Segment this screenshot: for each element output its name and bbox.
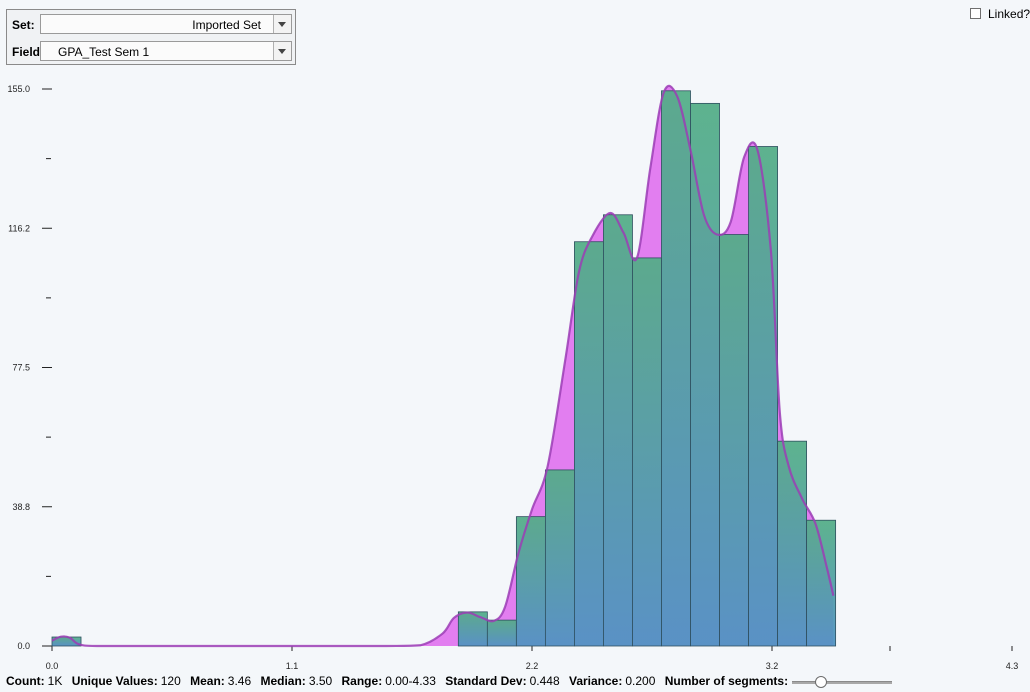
histogram-bar (574, 241, 604, 647)
x-tick-label: 1.1 (286, 661, 299, 671)
set-label: Set: (12, 18, 35, 32)
histogram-bar (603, 214, 633, 647)
chevron-down-icon[interactable] (273, 42, 291, 60)
histogram-bar (515, 516, 546, 647)
histogram-bar (690, 102, 720, 647)
y-tick-label: 38.8 (12, 502, 30, 512)
segments-control: Number of segments: (665, 674, 893, 688)
segments-slider[interactable] (792, 675, 893, 688)
set-row: Set: Imported Set (7, 14, 295, 36)
set-dropdown-value: Imported Set (192, 18, 261, 32)
stat-count: Count: 1K (6, 674, 63, 688)
histogram-bar (632, 257, 662, 647)
x-tick-label: 4.3 (1006, 661, 1019, 671)
stat-unique-values: Unique Values: 120 (71, 674, 181, 688)
density-curve (51, 84, 835, 648)
histogram-chart: 0.0 38.8 77.5 116.2 155.0 0.0 1.1 2.2 3.2 4.3 (7, 84, 1019, 671)
histogram-bar (544, 469, 575, 647)
histogram-bar (457, 611, 488, 647)
stat-variance: Variance: 0.200 (568, 674, 656, 688)
histogram-bar (486, 619, 517, 647)
y-tick-label: 116.2 (8, 223, 30, 233)
chevron-down-icon[interactable] (273, 15, 291, 33)
field-dropdown-value: GPA_Test Sem 1 (58, 45, 150, 59)
y-tick-label: 0.0 (17, 641, 30, 651)
x-tick-label: 3.2 (766, 661, 779, 671)
histogram-bar (777, 440, 808, 647)
stat-mean: Mean: 3.46 (190, 674, 252, 688)
x-tick-label: 0.0 (46, 661, 59, 671)
linked-label: Linked? (988, 7, 1030, 21)
y-tick-label: 155.0 (7, 84, 30, 94)
linked-toggle[interactable]: Linked? (970, 7, 1030, 23)
x-tick-label: 2.2 (526, 661, 539, 671)
stat-median: Median: 3.50 (260, 674, 333, 688)
field-label: Field: (12, 45, 44, 59)
set-dropdown[interactable]: Imported Set (40, 14, 292, 34)
histogram-bar (661, 90, 691, 647)
linked-checkbox[interactable] (970, 8, 981, 19)
stat-range: Range: 0.00-4.33 (341, 674, 436, 688)
y-tick-label: 77.5 (12, 363, 30, 373)
field-row: Field: GPA_Test Sem 1 (7, 41, 295, 63)
stats-bar: Count: 1K Unique Values: 120 Mean: 3.46 Med… (6, 674, 898, 690)
segments-slider-thumb[interactable] (815, 675, 828, 688)
segments-slider-track[interactable] (792, 680, 893, 684)
field-dropdown[interactable]: GPA_Test Sem 1 (40, 41, 292, 61)
field-selector-panel: Set: Imported Set Field: GPA_Test Sem 1 (6, 9, 296, 65)
histogram-bar (719, 234, 749, 647)
histogram-bar (748, 146, 778, 647)
stat-standard-dev: Standard Dev: 0.448 (445, 674, 560, 688)
